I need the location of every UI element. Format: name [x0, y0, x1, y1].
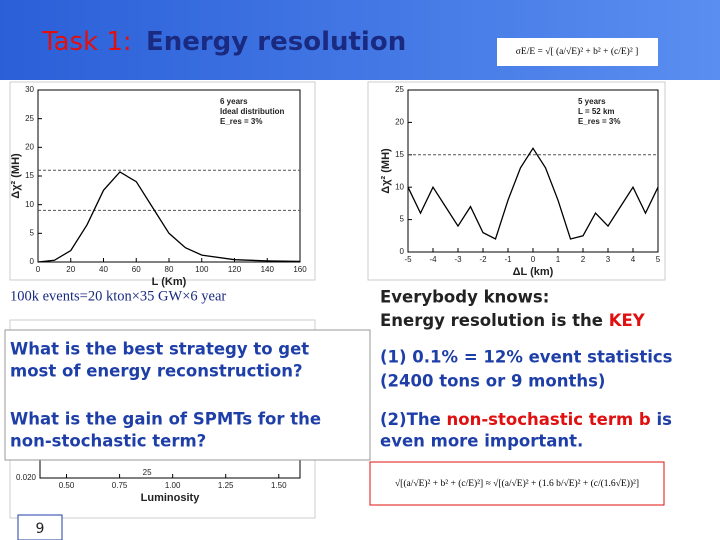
point: is	[651, 410, 672, 429]
y-tick-label: 25	[25, 114, 34, 123]
legend-text: Ideal distribution	[220, 107, 285, 116]
legend-text: L = 52 km	[578, 107, 615, 116]
title-prefix: Task 1:	[41, 27, 132, 57]
plot-note: 25	[143, 468, 152, 477]
x-tick-label: 3	[606, 255, 611, 264]
x-tick-label: 5	[656, 255, 661, 264]
plot-frame	[9, 81, 316, 281]
x-tick-label: 2	[581, 255, 586, 264]
point: (2)The	[380, 410, 447, 429]
question: most of energy reconstruction?	[10, 362, 303, 381]
curve	[37, 171, 301, 263]
plot-frame	[367, 81, 666, 281]
y-tick-label: 0	[400, 247, 405, 256]
x-axis-label: L (Km)	[152, 276, 187, 288]
x-tick-label: 0.75	[112, 481, 128, 490]
y-tick-label: 20	[25, 142, 34, 151]
y-tick-label: 0	[30, 257, 35, 266]
x-tick-label: 140	[261, 265, 275, 274]
y-tick-label: 5	[30, 228, 35, 237]
y-axis-label: Δχ² (MH)	[380, 148, 392, 194]
point: (2400 tons or 9 months)	[380, 372, 605, 391]
x-tick-label: -4	[429, 255, 437, 264]
x-axis-label: Luminosity	[141, 492, 201, 504]
point: (2)The non-stochastic term b is	[380, 410, 672, 429]
x-tick-label: 0	[531, 255, 536, 264]
question: non-stochastic term?	[10, 432, 206, 451]
formula-box	[497, 38, 658, 66]
events-text: 100k events=20 kton×35 GW×6 year	[10, 288, 226, 304]
x-axis-label: ΔL (km)	[513, 266, 554, 278]
page-number-box	[17, 514, 63, 540]
question-box	[4, 329, 371, 461]
legend-text: 5 years	[578, 97, 606, 106]
x-tick-label: 1.00	[165, 481, 181, 490]
y-tick-label: 20	[395, 118, 404, 127]
legend-text: E_res = 3%	[578, 117, 620, 126]
y-tick-label: 0.020	[16, 473, 37, 482]
x-tick-label: 100	[195, 265, 209, 274]
title: Task 1: Energy resolution	[41, 27, 406, 57]
formula: √[(a/√E)² + b² + (c/E)²] ≈ √[(a/√E)² + (…	[395, 478, 639, 489]
title-text: Energy resolution	[146, 27, 406, 57]
page-number: 9	[36, 521, 45, 537]
x-tick-label: 1.50	[271, 481, 287, 490]
question: What is the gain of SPMTs for the	[10, 410, 321, 429]
x-tick-label: 1.25	[218, 481, 234, 490]
x-tick-label: 20	[66, 265, 75, 274]
right-text: Everybody knows:	[380, 288, 549, 307]
y-tick-label: 5	[400, 215, 405, 224]
curve	[407, 147, 659, 240]
x-tick-label: 0	[36, 265, 41, 274]
x-tick-label: 60	[132, 265, 141, 274]
point: even more important.	[380, 432, 583, 451]
x-tick-label: 120	[228, 265, 242, 274]
legend-text: 6 years	[220, 97, 248, 106]
right-text: Energy resolution is the KEY	[380, 311, 646, 330]
x-tick-label: 40	[99, 265, 108, 274]
y-tick-label: 10	[25, 200, 34, 209]
y-tick-label: 10	[395, 182, 404, 191]
y-tick-label: 25	[395, 85, 404, 94]
y-tick-label: 30	[25, 85, 34, 94]
legend-text: E_res = 3%	[220, 117, 262, 126]
x-tick-label: 0.50	[59, 481, 75, 490]
x-tick-label: 80	[165, 265, 174, 274]
x-tick-label: 4	[631, 255, 636, 264]
y-tick-label: 15	[25, 171, 34, 180]
formula-box	[369, 461, 665, 506]
x-tick-label: -3	[454, 255, 462, 264]
x-tick-label: -2	[479, 255, 487, 264]
formula: σE/E = √[ (a/√E)² + b² + (c/E)² ]	[516, 46, 638, 57]
point: (1) 0.1% = 12% event statistics	[380, 348, 673, 367]
y-tick-label: 15	[395, 150, 404, 159]
x-tick-label: 1	[556, 255, 561, 264]
right-text: Energy resolution is the	[380, 311, 609, 330]
x-tick-label: -5	[404, 255, 412, 264]
question: What is the best strategy to get	[10, 340, 309, 359]
y-axis-label: Δχ² (MH)	[10, 153, 22, 199]
x-tick-label: -1	[504, 255, 512, 264]
x-tick-label: 160	[293, 265, 307, 274]
highlight: non-stochastic term b	[447, 410, 651, 429]
key-word: KEY	[609, 311, 646, 330]
